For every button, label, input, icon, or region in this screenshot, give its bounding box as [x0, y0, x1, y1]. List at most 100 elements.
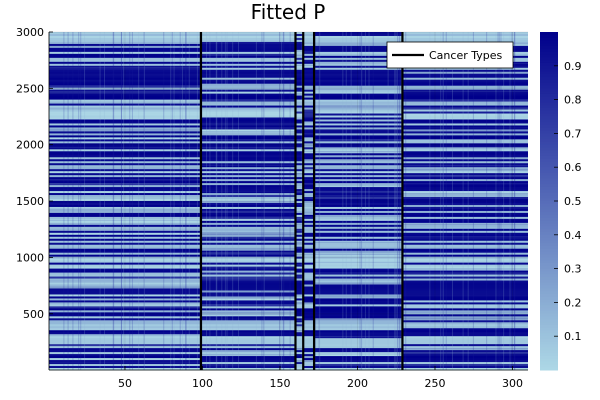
heatmap-segment	[49, 276, 201, 279]
heatmap-segment	[303, 145, 315, 148]
colorbar-segment	[540, 155, 558, 160]
heatmap-column-streak	[445, 32, 447, 370]
heatmap-segment	[295, 362, 304, 365]
heatmap-segment	[402, 77, 528, 81]
heatmap-segment	[200, 314, 296, 317]
heatmap-segment	[303, 133, 315, 136]
heatmap-column-streak	[318, 32, 320, 370]
heatmap-segment	[49, 91, 201, 95]
colorbar-segment	[540, 327, 558, 332]
heatmap-row	[49, 268, 528, 271]
heatmap-row	[49, 262, 528, 266]
colorbar-segment	[540, 74, 558, 78]
heatmap-segment	[295, 117, 304, 120]
heatmap-segment	[303, 111, 315, 114]
heatmap-row	[49, 264, 528, 268]
colorbar-segment	[540, 308, 558, 312]
heatmap-segment	[402, 193, 528, 196]
heatmap-segment	[303, 167, 315, 170]
heatmap-segment	[402, 169, 528, 172]
heatmap-row	[49, 336, 528, 339]
heatmap-column-streak	[345, 32, 347, 370]
colorbar-segment	[540, 265, 558, 270]
heatmap-row	[49, 212, 528, 216]
heatmap-column-streak	[400, 32, 402, 370]
heatmap-segment	[200, 298, 296, 301]
heatmap-segment	[402, 218, 528, 222]
colorbar-tick-label: 0.2	[564, 296, 582, 309]
colorbar-segment	[540, 161, 558, 165]
heatmap-segment	[200, 344, 296, 347]
colorbar-segment	[540, 186, 558, 191]
heatmap-segment	[200, 165, 296, 168]
heatmap-segment	[295, 139, 304, 142]
colorbar-segment	[540, 358, 558, 363]
heatmap-row	[49, 107, 528, 110]
heatmap-column-streak	[112, 32, 114, 370]
heatmap-row	[49, 151, 528, 154]
heatmap-column-streak	[289, 32, 291, 370]
heatmap-column-streak	[301, 32, 303, 370]
heatmap-column-streak	[216, 32, 218, 370]
heatmap-segment	[200, 278, 296, 281]
colorbar-segment	[540, 48, 558, 53]
heatmap-row	[49, 121, 528, 124]
heatmap-column-streak	[405, 32, 407, 370]
heatmap-row	[49, 69, 528, 73]
heatmap-segment	[303, 179, 315, 182]
heatmap-segment	[295, 208, 304, 212]
colorbar-segment	[540, 220, 558, 225]
heatmap-segment	[49, 105, 201, 108]
heatmap-row	[49, 302, 528, 305]
heatmap-row	[49, 35, 528, 39]
colorbar-segment	[540, 344, 558, 348]
heatmap-segment	[402, 99, 528, 102]
heatmap-column-streak	[72, 32, 74, 370]
heatmap-column-streak	[429, 32, 431, 370]
heatmap-row	[49, 316, 528, 319]
heatmap-segment	[295, 230, 304, 234]
heatmap-segment	[295, 187, 304, 190]
heatmap-row	[49, 358, 528, 361]
heatmap-segment	[303, 212, 315, 216]
colorbar-segment	[540, 172, 558, 177]
x-tick-label: 200	[347, 377, 368, 390]
heatmap-segment	[303, 201, 315, 204]
heatmap-segment	[402, 320, 528, 323]
x-tick-label: 300	[502, 377, 523, 390]
colorbar-segment	[540, 150, 558, 154]
heatmap-row	[49, 81, 528, 85]
colorbar-segment	[540, 62, 558, 67]
colorbar-segment	[540, 34, 558, 39]
chart-title: Fitted P	[251, 0, 326, 24]
heatmap-row	[49, 218, 528, 222]
heatmap-segment	[402, 91, 528, 95]
heatmap-segment	[303, 204, 315, 208]
heatmap-column-streak	[361, 32, 363, 370]
heatmap-row	[49, 328, 528, 331]
colorbar-segment	[540, 184, 558, 188]
heatmap-segment	[200, 270, 296, 273]
heatmap-segment	[402, 175, 528, 178]
heatmap-row	[49, 159, 528, 162]
heatmap-row	[49, 346, 528, 349]
colorbar-segment	[540, 175, 558, 179]
heatmap-segment	[314, 197, 403, 200]
colorbar-segment	[540, 96, 558, 101]
heatmap-row	[49, 318, 528, 321]
heatmap-row	[49, 356, 528, 359]
heatmap-segment	[402, 228, 528, 232]
heatmap-segment	[295, 256, 304, 260]
heatmap-segment	[200, 350, 296, 353]
colorbar-segment	[540, 178, 558, 182]
heatmap-segment	[303, 191, 315, 194]
heatmap-row	[49, 115, 528, 118]
heatmap-column-streak	[514, 32, 516, 370]
heatmap-segment	[200, 276, 296, 279]
heatmap-segment	[200, 266, 296, 269]
heatmap-row	[49, 280, 528, 283]
heatmap-segment	[402, 364, 528, 367]
heatmap-column-streak	[129, 32, 131, 370]
heatmap-segment	[49, 334, 201, 337]
